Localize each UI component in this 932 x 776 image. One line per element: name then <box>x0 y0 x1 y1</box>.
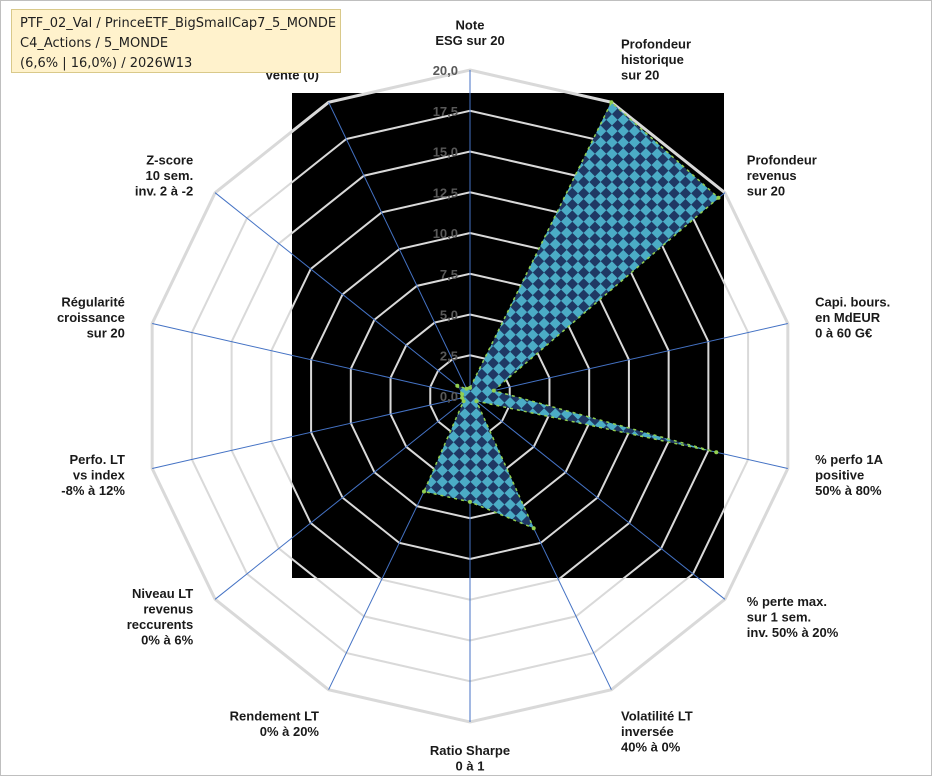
axis-spoke <box>214 192 471 397</box>
tick-label: 2,5 <box>440 348 458 363</box>
axis-label-line: 0 à 60 G€ <box>815 325 872 340</box>
tick-label: 0,0 <box>440 389 458 404</box>
axis-label-line: 40% à 0% <box>621 739 681 754</box>
axis-label-line: Capi. bours. <box>815 294 890 309</box>
axis-label-line: Z-score <box>146 152 193 167</box>
radar-series <box>422 100 721 531</box>
series-point <box>468 385 472 390</box>
title-line-1: PTF_02_Val / PrinceETF_BigSmallCap7_5_MO… <box>20 16 337 31</box>
axis-label-line: 10 sem. <box>145 168 193 183</box>
axis-label-line: sur 1 sem. <box>747 609 811 624</box>
series-point <box>422 489 426 494</box>
axis-label-line: vs index <box>73 467 126 482</box>
axis-spoke <box>328 102 471 397</box>
axis-label: % perfo 1A positive 50% à 80% <box>815 452 884 498</box>
axis-label-line: Ratio Sharpe <box>430 743 510 758</box>
axis-label: Capi. bours. en MdEUR 0 à 60 G€ <box>815 294 890 340</box>
axis-label: Profondeur historique sur 20 <box>621 36 691 82</box>
series-point <box>464 386 469 391</box>
axis-label-line: revenus <box>747 168 797 183</box>
axis-label: Note ESG sur 20 <box>435 17 504 48</box>
axis-label-line: Profondeur <box>747 152 817 167</box>
axis-label: Régularité croissance sur 20 <box>57 294 125 340</box>
axis-label-line: -8% à 12% <box>61 483 125 498</box>
series-point <box>460 395 465 400</box>
axis-label: Profondeur revenus sur 20 <box>747 152 817 198</box>
series-point <box>609 100 614 105</box>
axis-labels: Note ESG sur 20 Profondeur historique sur 20… <box>57 17 890 773</box>
axis-label-line: 50% à 80% <box>815 483 882 498</box>
axis-label-line: Rendement LT <box>230 708 319 723</box>
axis-label-line: croissance <box>57 310 125 325</box>
title-line-2: C4_Actions / 5_MONDE <box>20 36 169 51</box>
axis-label-line: inv. 2 à -2 <box>135 183 193 198</box>
axis-label-line: Profondeur <box>621 36 691 51</box>
axis-label-line: revenus <box>143 602 193 617</box>
tick-label: 15,0 <box>433 145 458 160</box>
axis-label-line: sur 20 <box>87 325 125 340</box>
axis-label-line: historique <box>621 52 684 67</box>
series-point <box>716 195 721 200</box>
tick-label: 7,5 <box>440 267 458 282</box>
axis-label-line: % perfo 1A <box>815 452 884 467</box>
axis-label-line: % perte max. <box>747 594 827 609</box>
axis-label-line: inversée <box>621 724 674 739</box>
axis-label: Rendement LT 0% à 20% <box>230 708 320 739</box>
axis-label-line: 0% à 20% <box>260 724 320 739</box>
axis-spoke <box>152 395 471 469</box>
tick-label: 17,5 <box>433 104 458 119</box>
title-line-3: (6,6% | 16,0%) / 2026W13 <box>20 56 193 71</box>
axis-spoke <box>469 323 788 397</box>
axis-spoke <box>214 395 471 600</box>
axis-label: Volatilité LT inversée 40% à 0% <box>621 708 693 754</box>
series-point <box>461 399 466 404</box>
axis-label: Perfo. LT vs index -8% à 12% <box>61 452 125 498</box>
axis-label-line: 0 à 1 <box>456 758 485 773</box>
axis-label: Ratio Sharpe 0 à 1 <box>430 743 510 774</box>
tick-label: 10,0 <box>433 226 458 241</box>
axis-label-line: ESG sur 20 <box>435 33 504 48</box>
axis-label-line: Note <box>456 17 485 32</box>
series-point <box>714 450 719 455</box>
axis-label-line: reccurents <box>127 617 193 632</box>
axis-label: % perte max. sur 1 sem. inv. 50% à 20% <box>747 594 839 640</box>
axis-label: Z-score 10 sem. inv. 2 à -2 <box>135 152 193 198</box>
radial-tick-labels: 0,0 2,5 5,0 7,5 10,0 12,5 15,0 17,5 20,0 <box>433 63 458 404</box>
tick-label: 12,5 <box>433 185 458 200</box>
axis-label-line: inv. 50% à 20% <box>747 625 839 640</box>
axis-label: Niveau LT revenus reccurents 0% à 6% <box>127 586 194 648</box>
axis-label-line: en MdEUR <box>815 310 881 325</box>
series-point <box>491 388 496 393</box>
tick-label: 20,0 <box>433 63 458 78</box>
axis-spoke <box>152 323 471 397</box>
title-box: PTF_02_Val / PrinceETF_BigSmallCap7_5_MO… <box>11 9 341 73</box>
series-point <box>460 392 465 397</box>
series-point <box>531 526 536 531</box>
axis-label-line: Volatilité LT <box>621 708 693 723</box>
axis-label-line: 0% à 6% <box>141 633 193 648</box>
axis-spoke <box>469 395 726 600</box>
axis-label-line: sur 20 <box>621 67 659 82</box>
axis-label-line: Régularité <box>61 294 125 309</box>
axis-label-line: Perfo. LT <box>70 452 125 467</box>
axis-label-line: sur 20 <box>747 183 785 198</box>
series-point <box>455 383 460 388</box>
series-point <box>474 399 479 404</box>
axis-label-line: positive <box>815 467 864 482</box>
series-point <box>468 499 472 504</box>
axis-label-line: Niveau LT <box>132 586 193 601</box>
tick-label: 5,0 <box>440 308 458 323</box>
